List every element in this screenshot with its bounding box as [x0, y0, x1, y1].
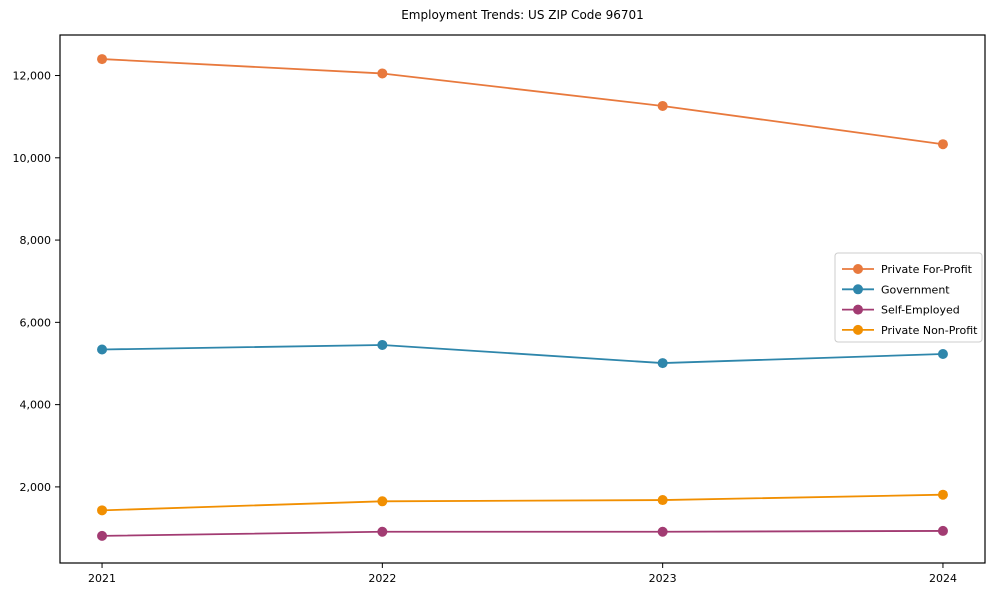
y-axis-tick-label: 10,000: [13, 152, 52, 165]
y-axis-tick-label: 12,000: [13, 70, 52, 83]
series-line-self-employed: [102, 530, 943, 537]
data-point-marker: [97, 54, 108, 65]
legend-marker: [853, 304, 863, 315]
series-line-government: [102, 344, 943, 364]
legend-label: Self-Employed: [881, 304, 960, 317]
data-point-marker: [657, 495, 668, 506]
data-point-marker: [97, 505, 108, 516]
chart-title: Employment Trends: US ZIP Code 96701: [401, 8, 644, 22]
x-axis-tick-label: 2024: [929, 572, 957, 585]
y-axis-tick-label: 6,000: [20, 316, 52, 329]
legend-label: Government: [881, 283, 950, 296]
legend-label: Private Non-Profit: [881, 324, 978, 337]
data-point-marker: [937, 139, 948, 150]
legend-box: [834, 252, 983, 343]
x-axis-tick-label: 2022: [368, 572, 396, 585]
data-point-marker: [377, 339, 388, 350]
x-axis-tick-label: 2023: [649, 572, 677, 585]
x-axis-tick-label: 2021: [88, 572, 116, 585]
y-axis-tick-label: 4,000: [20, 399, 52, 412]
data-point-marker: [657, 526, 668, 537]
data-point-marker: [937, 349, 948, 360]
series-line-private-non-profit: [102, 493, 943, 512]
data-point-marker: [377, 496, 388, 507]
data-point-marker: [97, 530, 108, 541]
data-point-marker: [657, 358, 668, 369]
data-point-marker: [97, 344, 108, 355]
y-axis-tick-label: 2,000: [20, 481, 52, 494]
legend-marker: [853, 324, 863, 335]
data-point-marker: [937, 525, 948, 536]
legend-marker: [853, 264, 863, 274]
data-point-marker: [377, 68, 388, 79]
plot-frame: [59, 34, 986, 564]
legend-label: Private For-Profit: [881, 263, 973, 276]
data-point-marker: [937, 489, 948, 500]
data-point-marker: [377, 526, 388, 537]
data-point-marker: [657, 100, 668, 111]
legend-marker: [853, 284, 863, 295]
y-axis-tick-label: 8,000: [20, 234, 52, 247]
series-line-private-for-profit: [101, 58, 944, 146]
